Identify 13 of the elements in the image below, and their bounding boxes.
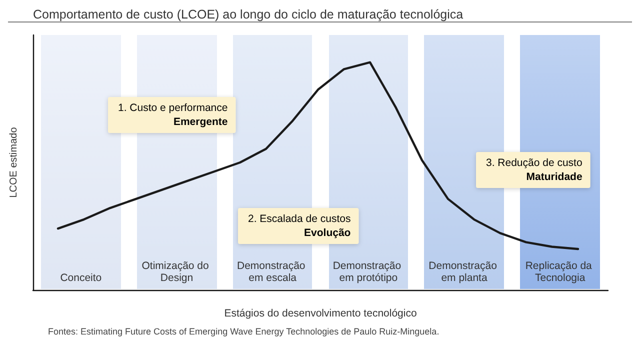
annotation: Conceito (60, 272, 102, 284)
annotation: Demonstração em protótipo (332, 260, 404, 284)
annotation: Demonstração em planta (428, 260, 500, 284)
annotation: 3. Redução de custo Maturidade (486, 157, 582, 183)
annotation: Otimização do Design (142, 260, 212, 284)
y-axis-title: LCOE estimado (8, 126, 20, 198)
annotation: 2. Escalada de custos Evolução (248, 213, 351, 239)
annotation: Replicação da Tecnologia (525, 260, 595, 284)
annotation: 1. Custo e performance Emergente (118, 102, 228, 128)
chart-title: Comportamento de custo (LCOE) ao longo do ciclo de maturação tecnológica (33, 8, 464, 22)
text: Fontes: Estimating Future Costs of Emerging Wave Energy Technologies de Paulo Ruiz-Minguela. (48, 326, 440, 336)
annotation: Demonstração em escala (236, 260, 308, 284)
x-axis-title: Estágios do desenvolvimento tecnológico (224, 308, 417, 320)
